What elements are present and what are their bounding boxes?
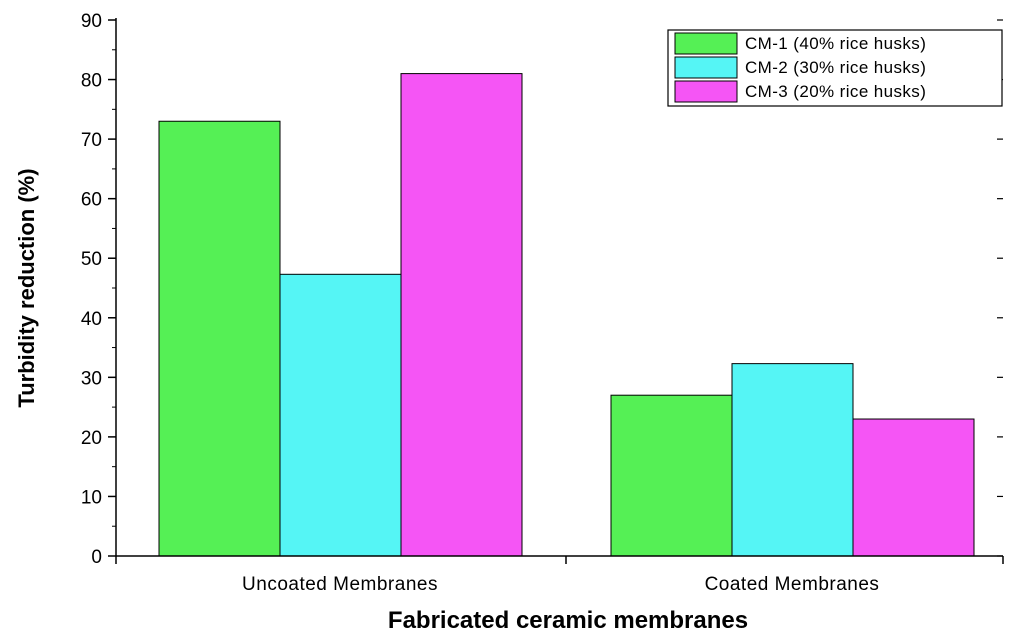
bar-2-uncoated: [279, 273, 402, 557]
y-tick-label: 60: [81, 190, 102, 211]
x-category-label: Coated Membranes: [705, 574, 880, 595]
y-tick-label: 70: [81, 130, 102, 151]
bars-group: [158, 73, 975, 557]
y-tick-label: 0: [91, 547, 102, 568]
legend-label-3: CM-3 (20% rice husks): [745, 82, 926, 101]
legend: CM-1 (40% rice husks) CM-2 (30% rice husk…: [667, 29, 1003, 107]
bar-1-coated: [610, 394, 733, 557]
bar-1-uncoated: [158, 120, 281, 557]
x-axis-label: Fabricated ceramic membranes: [388, 607, 748, 634]
bar-3-uncoated: [400, 73, 523, 557]
y-tick-label: 50: [81, 249, 102, 270]
x-categories-group: Uncoated Membranes Coated Membranes: [115, 556, 1004, 595]
y-tick-label: 80: [81, 71, 102, 92]
y-tick-label: 10: [81, 487, 102, 508]
y-tick-label: 30: [81, 368, 102, 389]
y-ticks-group: 0 10 20 30 40 50 60 70 80 90: [81, 11, 1003, 568]
y-tick-label: 40: [81, 309, 102, 330]
legend-label-2: CM-2 (30% rice husks): [745, 58, 926, 77]
bar-3-coated: [852, 418, 975, 557]
y-tick-label: 90: [81, 11, 102, 32]
bar-2-coated: [731, 363, 854, 557]
x-category-label: Uncoated Membranes: [242, 574, 438, 595]
y-axis-label: Turbidity reduction (%): [14, 168, 39, 407]
legend-swatch-2: [674, 56, 738, 79]
legend-label-1: CM-1 (40% rice husks): [745, 34, 926, 53]
legend-swatch-1: [674, 32, 738, 55]
y-tick-label: 20: [81, 428, 102, 449]
legend-swatch-3: [674, 80, 738, 103]
